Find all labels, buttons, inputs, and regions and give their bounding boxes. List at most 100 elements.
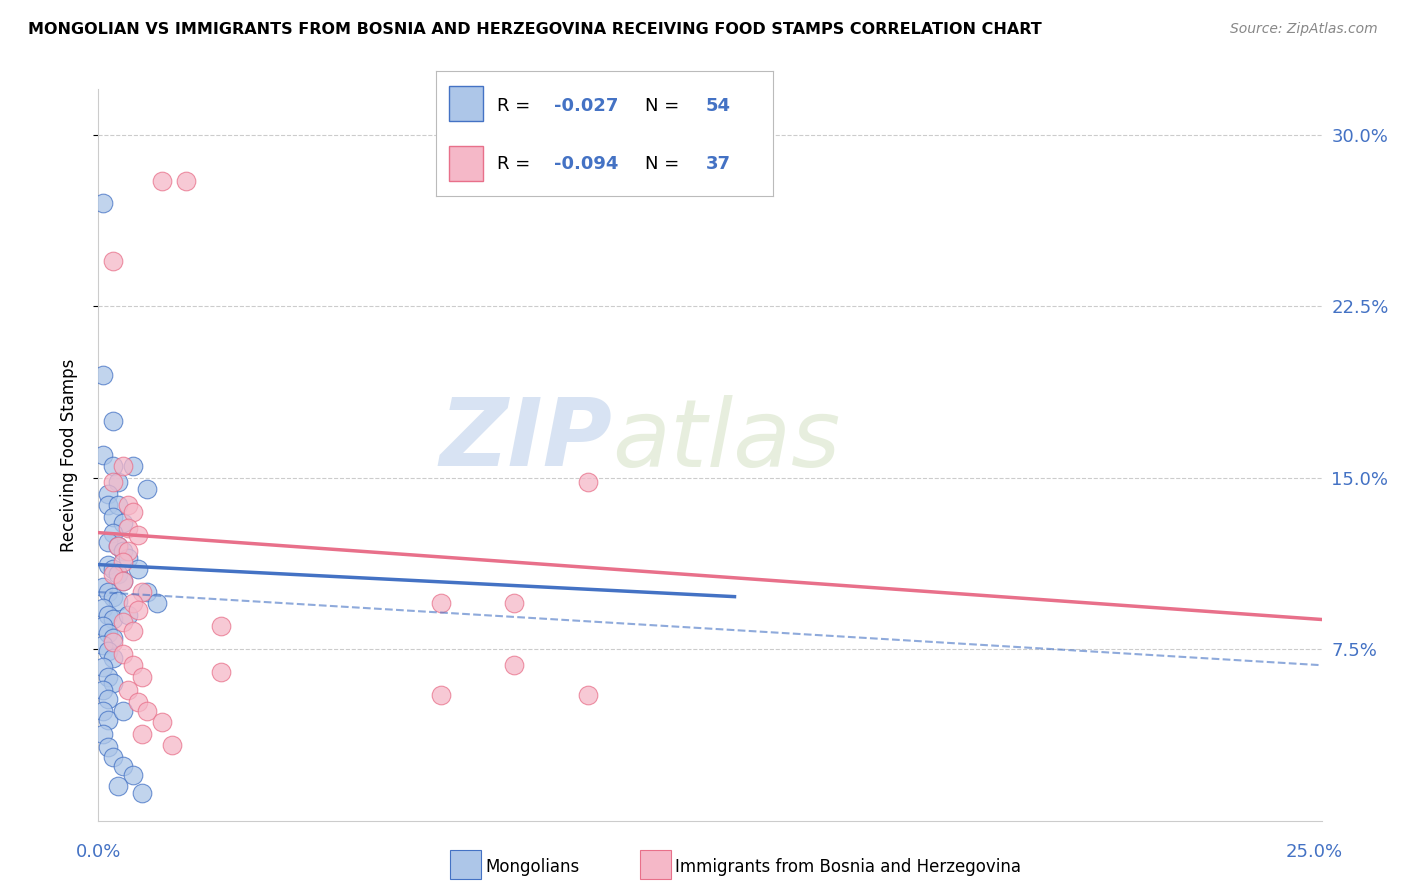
Point (111, 544, 134, 558)
Point (430, 597, 453, 611)
Point (111, 516, 134, 531)
Point (91, 368, 114, 382)
Point (107, 475, 129, 490)
Point (503, 658, 526, 673)
Point (503, 597, 526, 611)
Point (160, 738, 183, 752)
Text: R =: R = (496, 97, 536, 115)
Point (97, 498, 120, 512)
Point (111, 647, 134, 661)
Point (121, 658, 143, 673)
Point (91, 601, 114, 615)
Point (430, 688, 453, 702)
Point (127, 603, 149, 617)
Text: 37: 37 (706, 155, 731, 173)
Point (97, 534, 120, 549)
Point (91, 727, 114, 741)
Point (101, 635, 124, 649)
Text: 0.0%: 0.0% (76, 843, 121, 861)
Point (131, 585, 153, 599)
Point (101, 566, 124, 581)
Text: ZIP: ZIP (439, 394, 612, 486)
Point (101, 509, 124, 524)
Point (117, 550, 139, 565)
Point (127, 562, 149, 576)
Point (136, 585, 159, 599)
Point (91, 704, 114, 718)
Point (97, 740, 120, 755)
Point (121, 459, 143, 474)
Point (91, 660, 114, 674)
Point (97, 692, 120, 706)
Text: -0.094: -0.094 (554, 155, 619, 173)
Text: atlas: atlas (612, 395, 841, 486)
Text: Mongolians: Mongolians (485, 858, 579, 876)
Point (117, 498, 139, 512)
Point (576, 688, 599, 702)
Point (107, 539, 129, 553)
Point (111, 459, 134, 474)
Text: N =: N = (645, 155, 685, 173)
Text: Source: ZipAtlas.com: Source: ZipAtlas.com (1230, 22, 1378, 37)
Point (121, 597, 143, 611)
Point (91, 638, 114, 652)
Point (117, 544, 139, 558)
Point (111, 574, 134, 588)
Point (107, 498, 129, 512)
Point (127, 695, 149, 709)
Point (97, 607, 120, 622)
Point (97, 713, 120, 727)
Point (121, 768, 143, 782)
Point (111, 758, 134, 772)
Point (101, 414, 124, 428)
Point (576, 475, 599, 490)
Text: 25.0%: 25.0% (1286, 843, 1343, 861)
Point (131, 786, 153, 800)
Point (91, 196, 114, 211)
Point (146, 597, 169, 611)
Point (107, 594, 129, 608)
Point (209, 619, 232, 633)
Y-axis label: Receiving Food Stamps: Receiving Food Stamps (59, 359, 77, 551)
Point (91, 683, 114, 698)
Point (107, 539, 129, 553)
Point (150, 715, 173, 730)
Point (91, 448, 114, 462)
Point (97, 558, 120, 572)
Point (136, 704, 159, 718)
Point (111, 615, 134, 629)
Point (117, 607, 139, 622)
Point (121, 624, 143, 638)
Point (101, 651, 124, 665)
Point (127, 528, 149, 542)
Point (150, 173, 173, 187)
Text: N =: N = (645, 97, 685, 115)
Point (97, 644, 120, 658)
Text: Immigrants from Bosnia and Herzegovina: Immigrants from Bosnia and Herzegovina (675, 858, 1021, 876)
Point (121, 505, 143, 519)
Point (97, 670, 120, 684)
Point (91, 619, 114, 633)
Point (97, 487, 120, 501)
Point (107, 780, 129, 794)
Point (101, 459, 124, 474)
Point (101, 749, 124, 764)
Point (111, 555, 134, 569)
Point (131, 670, 153, 684)
Point (117, 683, 139, 698)
Text: 54: 54 (706, 97, 731, 115)
Point (97, 626, 120, 640)
Point (111, 574, 134, 588)
Point (101, 590, 124, 604)
Point (101, 475, 124, 490)
Point (101, 525, 124, 540)
Point (101, 253, 124, 268)
Point (91, 581, 114, 595)
Point (101, 562, 124, 576)
Point (101, 613, 124, 627)
Point (136, 482, 159, 496)
Point (107, 566, 129, 581)
Point (101, 631, 124, 645)
Text: R =: R = (496, 155, 536, 173)
Point (131, 727, 153, 741)
